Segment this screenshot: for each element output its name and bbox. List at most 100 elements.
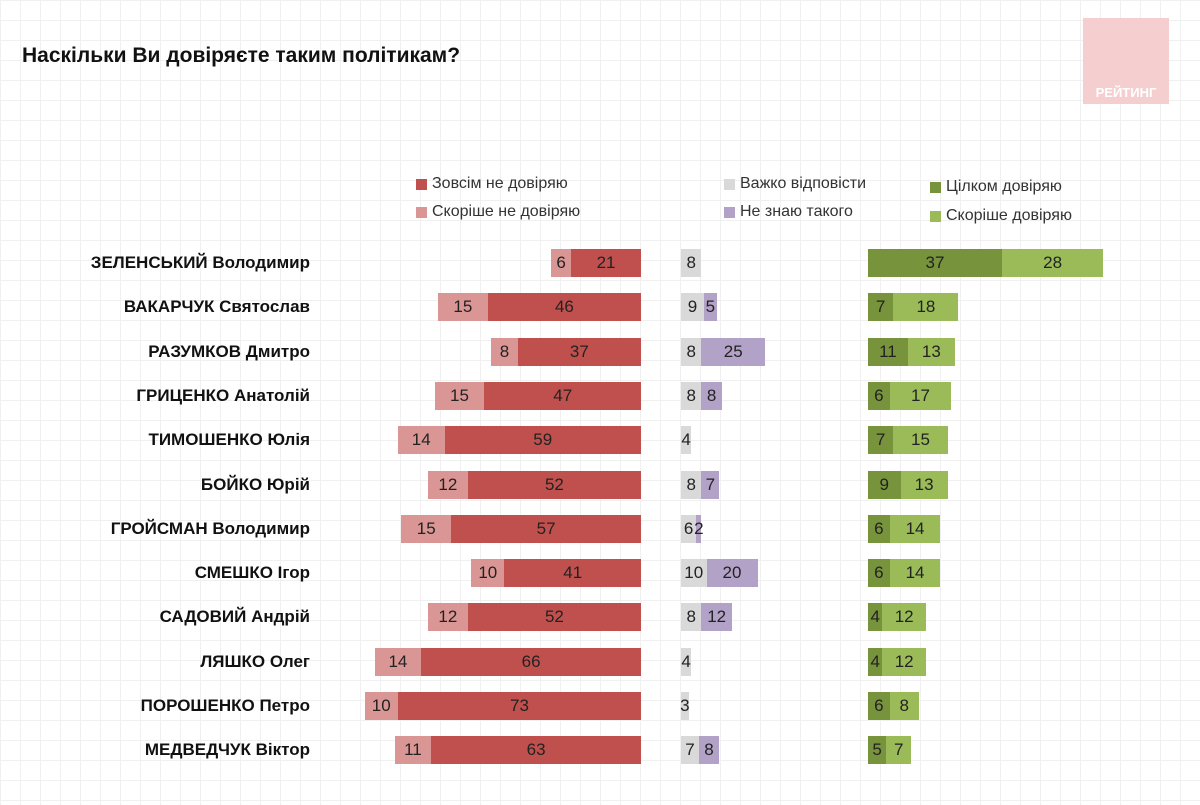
bar-segment: 6 [681,514,697,543]
bar-segment: 46 [487,293,641,322]
category-label: ТИМОШЕНКО Юлія [148,430,310,450]
bar-segment: 6 [868,692,890,720]
category-label: ЛЯШКО Олег [200,651,310,671]
bar-segment: 52 [467,603,641,632]
bar-segment: 4 [868,603,883,632]
bar-segment: 37 [868,249,1002,277]
legend-label: Не знаю такого [740,203,853,220]
legend-swatch [930,181,941,193]
bar-segment: 21 [571,249,641,277]
bar-segment: 5 [868,736,887,765]
bar-segment: 8 [491,337,518,366]
category-label: САДОВИЙ Андрій [159,607,310,627]
legend-swatch [724,206,735,218]
bar-segment: 7 [886,736,912,765]
category-label: ВАКАРЧУК Святослав [123,297,310,317]
bar-segment: 8 [681,603,702,632]
bar-segment: 6 [551,249,572,277]
bar-segment: 66 [421,647,641,676]
bar-segment: 17 [889,381,952,410]
bar-segment: 57 [451,514,641,543]
bar-segment: 11 [868,337,908,366]
bar-segment: 12 [882,603,926,632]
bar-segment: 28 [1001,249,1104,277]
category-label: РАЗУМКОВ Дмитро [148,341,310,361]
legend-label: Скоріше не довіряю [432,203,581,220]
bar-segment: 10 [681,559,707,588]
legend-swatch [416,206,427,218]
bar-segment: 8 [698,736,720,765]
bar-segment: 7 [701,470,720,499]
bar-segment: 63 [431,736,641,765]
bar-segment: 4 [868,647,883,676]
bar-segment: 73 [397,692,641,720]
bar-segment: 37 [517,337,641,366]
bar-segment: 9 [868,470,901,499]
bar-segment: 59 [444,426,641,455]
bar-segment: 4 [681,426,692,455]
rating-logo: РЕЙТИНГ [1083,18,1169,104]
legend-label: Цілком довіряю [946,178,1062,195]
bar-segment: 14 [889,514,941,543]
legend-swatch [416,178,427,190]
category-label: ГРОЙСМАН Володимир [110,518,310,538]
bar-segment: 47 [484,381,641,410]
bar-segment: 13 [907,337,955,366]
category-label: ГРИЦЕНКО Анатолій [136,385,310,405]
bar-segment: 41 [504,559,641,588]
bar-segment: 10 [364,692,398,720]
legend-label: Скоріше довіряю [946,207,1072,224]
bar-segment: 10 [471,559,505,588]
bar-segment: 12 [701,603,732,632]
bar-segment: 2 [694,514,704,543]
legend-item: Скоріше довіряю [930,207,1072,225]
bar-segment: 15 [434,381,485,410]
bar-segment: 6 [868,381,890,410]
bar-segment: 18 [893,293,959,322]
bar-segment: 15 [437,293,488,322]
bar-segment: 8 [681,337,702,366]
legend-item: Не знаю такого [724,203,853,221]
category-label: БОЙКО Юрій [200,474,310,494]
bar-segment: 11 [394,736,432,765]
bar-segment: 15 [401,514,452,543]
category-label: СМЕШКО Ігор [194,563,310,583]
bar-segment: 14 [374,647,422,676]
bar-segment: 3 [680,692,690,720]
legend-swatch [724,178,735,190]
bar-segment: 7 [681,736,699,765]
bar-segment: 14 [889,559,941,588]
category-label: ЗЕЛЕНСЬКИЙ Володимир [90,253,310,272]
bar-segment: 52 [467,470,641,499]
category-label: МЕДВЕДЧУК Віктор [144,740,310,760]
bar-segment: 15 [893,426,948,455]
bar-segment: 14 [397,426,445,455]
bar-segment: 6 [868,559,890,588]
chart-title: Наскільки Ви довіряєте таким політикам? [22,44,461,67]
bar-segment: 8 [681,470,702,499]
bar-segment: 5 [703,293,717,322]
bar-segment: 12 [427,603,468,632]
category-label: ПОРОШЕНКО Петро [140,696,310,715]
bar-segment: 7 [868,293,894,322]
bar-segment: 25 [701,337,766,366]
bar-segment: 4 [681,647,692,676]
bar-segment: 9 [681,293,704,322]
legend-label: Зовсім не довіряю [432,175,568,192]
logo-text: РЕЙТИНГ [1095,85,1157,100]
bar-segment: 6 [868,514,890,543]
bar-segment: 12 [882,647,926,676]
legend-item: Важко відповісти [724,175,866,193]
bar-segment: 8 [681,381,702,410]
bar-segment: 12 [427,470,468,499]
legend-item: Цілком довіряю [930,178,1062,196]
bar-segment: 8 [889,692,919,720]
bar-segment: 13 [900,470,948,499]
bar-segment: 8 [681,249,702,277]
bar-segment: 20 [706,559,758,588]
legend-item: Зовсім не довіряю [416,175,568,193]
legend-swatch [930,210,941,222]
bar-segment: 7 [868,426,894,455]
legend-label: Важко відповісти [740,175,867,192]
legend-item: Скоріше не довіряю [416,203,580,221]
